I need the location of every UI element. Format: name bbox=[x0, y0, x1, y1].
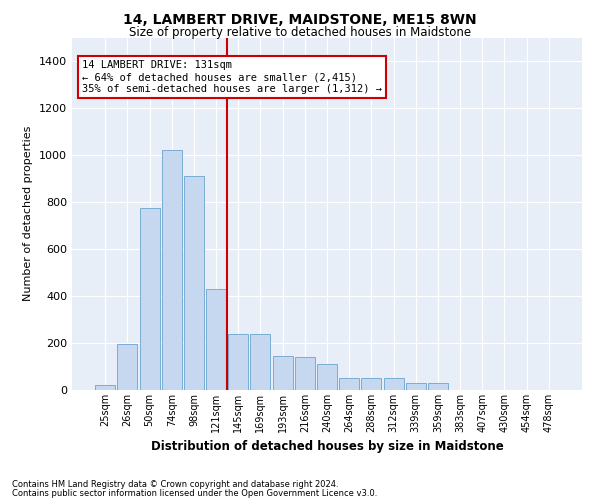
Bar bbox=[95, 386, 115, 390]
Bar bbox=[383, 378, 404, 390]
Bar bbox=[184, 176, 204, 390]
Y-axis label: Number of detached properties: Number of detached properties bbox=[23, 126, 34, 302]
Text: 14 LAMBERT DRIVE: 131sqm
← 64% of detached houses are smaller (2,415)
35% of sem: 14 LAMBERT DRIVE: 131sqm ← 64% of detach… bbox=[82, 60, 382, 94]
Bar bbox=[140, 208, 160, 390]
Text: Contains HM Land Registry data © Crown copyright and database right 2024.: Contains HM Land Registry data © Crown c… bbox=[12, 480, 338, 489]
Bar bbox=[361, 378, 382, 390]
Bar bbox=[118, 344, 137, 390]
Bar bbox=[250, 334, 271, 390]
Bar bbox=[428, 383, 448, 390]
Bar bbox=[406, 384, 426, 390]
Bar bbox=[228, 334, 248, 390]
Bar bbox=[295, 357, 315, 390]
Text: 14, LAMBERT DRIVE, MAIDSTONE, ME15 8WN: 14, LAMBERT DRIVE, MAIDSTONE, ME15 8WN bbox=[123, 12, 477, 26]
Text: Size of property relative to detached houses in Maidstone: Size of property relative to detached ho… bbox=[129, 26, 471, 39]
Bar bbox=[317, 364, 337, 390]
X-axis label: Distribution of detached houses by size in Maidstone: Distribution of detached houses by size … bbox=[151, 440, 503, 454]
Bar bbox=[206, 289, 226, 390]
Bar bbox=[272, 356, 293, 390]
Text: Contains public sector information licensed under the Open Government Licence v3: Contains public sector information licen… bbox=[12, 488, 377, 498]
Bar bbox=[339, 378, 359, 390]
Bar bbox=[162, 150, 182, 390]
